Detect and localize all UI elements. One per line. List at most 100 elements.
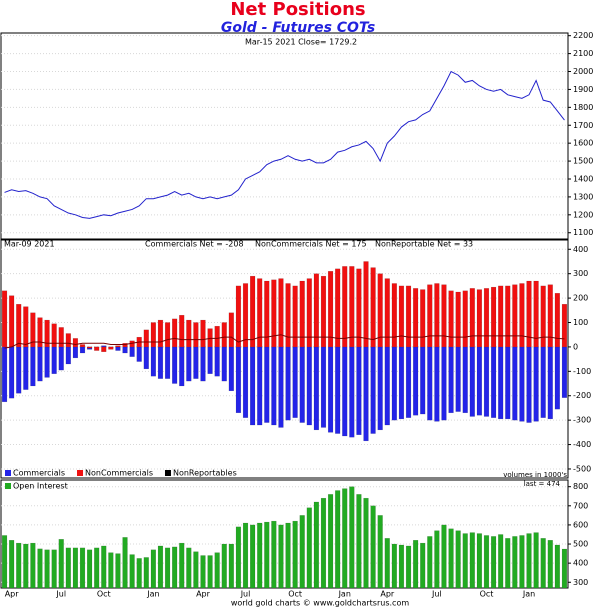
y-tick-label: 800 <box>573 482 588 491</box>
bar <box>547 346 553 420</box>
bar <box>207 346 213 374</box>
bar <box>179 346 185 387</box>
bar <box>51 346 57 374</box>
bar <box>483 535 490 589</box>
bar <box>242 346 249 418</box>
y-tick-label: 1900 <box>573 85 593 94</box>
bar <box>172 318 178 348</box>
chart-title: Net Positions <box>230 0 365 20</box>
bar <box>271 346 277 426</box>
bar <box>434 346 440 422</box>
bar <box>214 346 220 377</box>
bar <box>448 346 454 414</box>
bar <box>391 543 397 589</box>
bar <box>1 346 8 403</box>
bar <box>129 346 135 357</box>
bar <box>455 530 461 589</box>
bar <box>462 290 468 348</box>
bar <box>51 549 57 589</box>
bar <box>257 346 263 426</box>
bar <box>335 268 341 348</box>
bar <box>441 524 447 589</box>
bar <box>23 306 29 348</box>
bar <box>349 266 355 348</box>
bar <box>462 533 468 589</box>
annotation: NonCommercials Net = 175 <box>255 240 367 249</box>
bar <box>228 312 234 348</box>
bar <box>235 346 242 414</box>
bar <box>448 290 454 348</box>
bar <box>349 346 355 438</box>
bar <box>554 346 560 410</box>
legend-swatch <box>164 470 171 476</box>
bar <box>278 524 284 589</box>
bar <box>299 515 305 589</box>
bar <box>186 319 192 348</box>
bar <box>313 346 319 431</box>
x-tick-label: Jan <box>522 590 535 599</box>
bar <box>1 290 8 348</box>
bar <box>512 346 518 421</box>
bar <box>320 346 327 428</box>
bar <box>441 284 447 348</box>
bar <box>1 535 8 589</box>
legend-label: Commercials <box>13 469 65 478</box>
bar <box>512 284 518 348</box>
bar <box>122 346 128 354</box>
bar <box>221 322 227 348</box>
annotation: volumes in 1000's <box>503 471 567 479</box>
bar <box>65 346 71 365</box>
bar <box>554 544 560 589</box>
bar <box>413 540 419 589</box>
x-tick-label: Jan <box>146 590 159 599</box>
bar <box>441 346 447 421</box>
bar <box>242 283 249 348</box>
bar <box>561 303 568 348</box>
bar <box>327 346 334 433</box>
bar <box>519 346 525 422</box>
bar <box>164 547 171 589</box>
bar <box>79 344 86 348</box>
bar <box>115 346 121 351</box>
bar <box>9 540 15 589</box>
bar <box>356 494 362 589</box>
bar <box>342 266 348 348</box>
bar <box>79 547 86 589</box>
bar <box>469 532 475 589</box>
bar <box>434 283 440 348</box>
bar <box>264 346 270 423</box>
bar <box>86 549 93 589</box>
bar <box>250 275 256 348</box>
bar <box>44 549 50 589</box>
bar <box>533 346 539 422</box>
bar <box>16 542 22 589</box>
bar <box>157 545 164 589</box>
y-tick-label: 1300 <box>573 192 593 201</box>
y-tick-label: 300 <box>573 269 588 278</box>
bar <box>526 533 532 589</box>
bar <box>377 273 383 348</box>
bar <box>505 346 511 420</box>
bar <box>398 346 405 420</box>
y-tick-label: -100 <box>573 367 591 376</box>
x-tick-label: Oct <box>480 590 494 599</box>
bar <box>498 285 504 348</box>
annotation: Mar-09 2021 <box>4 240 55 249</box>
bar <box>434 530 440 589</box>
bar <box>299 346 305 423</box>
bar <box>30 312 36 348</box>
bar <box>320 275 327 348</box>
bar <box>420 346 426 415</box>
bar <box>150 322 156 348</box>
bar <box>420 289 426 348</box>
bar <box>405 346 412 418</box>
bar <box>207 328 213 348</box>
bar <box>264 521 270 589</box>
bar <box>335 490 341 589</box>
bar <box>327 494 334 589</box>
bar <box>498 534 504 589</box>
x-tick-label: Oct <box>97 590 111 599</box>
bar <box>490 286 497 348</box>
x-tick-label: Jul <box>55 590 66 599</box>
bar <box>23 346 29 390</box>
